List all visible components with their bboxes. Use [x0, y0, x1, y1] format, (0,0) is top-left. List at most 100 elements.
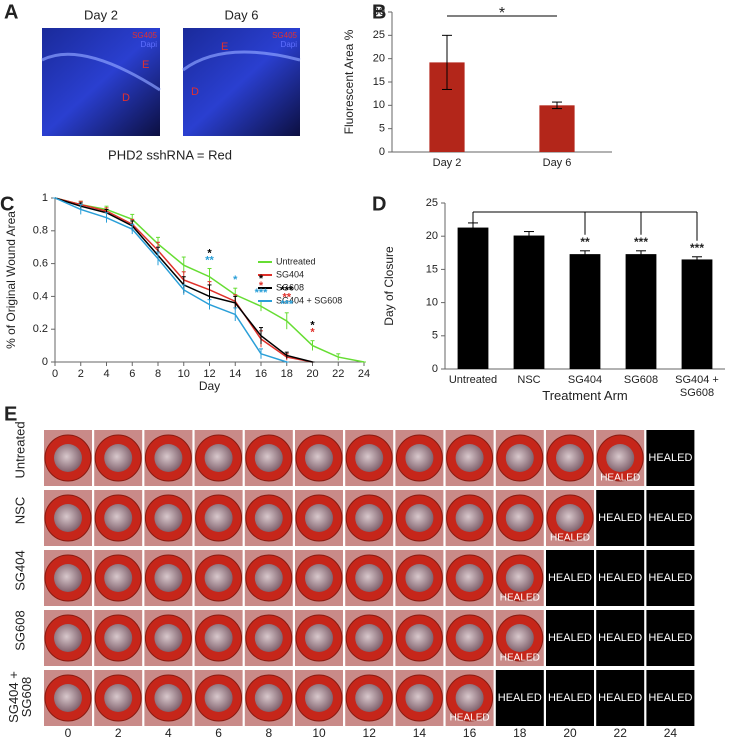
healed-cell: [546, 550, 594, 606]
x-tick-label: 14: [229, 368, 241, 380]
row-label: NSC: [12, 496, 28, 525]
x-tick-label: SG404 + SG608: [675, 374, 719, 399]
x-tick-label: SG404: [567, 374, 603, 386]
x-tick-label: Day 2: [432, 157, 462, 169]
y-tick-label: 0: [42, 356, 48, 368]
x-tick-label: 24: [358, 368, 370, 380]
x-tick-label: NSC: [517, 374, 541, 386]
wound: [154, 504, 183, 532]
wound: [54, 504, 82, 532]
significance: **: [282, 292, 291, 304]
healed-label: HEALED: [598, 692, 642, 704]
y-tick-label: 5: [432, 330, 438, 342]
y-tick-label: 0.6: [33, 258, 48, 270]
significance: *: [259, 280, 264, 292]
healed-overlay: HEALED: [600, 473, 640, 484]
healed-label: HEALED: [648, 512, 692, 524]
healed-cell: [596, 670, 645, 726]
healed-label: HEALED: [598, 632, 642, 644]
wound: [505, 504, 534, 532]
day-label: 0: [65, 726, 72, 740]
significance: ***: [280, 285, 294, 297]
wound: [54, 564, 82, 592]
bracket-label: *: [499, 5, 505, 22]
wound: [305, 504, 333, 532]
wound: [505, 564, 534, 592]
significance: **: [580, 235, 590, 249]
bar: [457, 227, 489, 369]
day-label: 6: [215, 726, 222, 740]
day-label: 12: [363, 726, 377, 740]
significance: **: [205, 254, 214, 266]
day-label: 18: [513, 726, 527, 740]
x-tick-label: 6: [129, 368, 135, 380]
healed-cell: [646, 550, 695, 606]
bar: [625, 254, 657, 369]
day-label: 4: [165, 726, 172, 740]
healed-cell: [596, 610, 645, 666]
panel-letter: E: [4, 403, 17, 425]
healed-label: HEALED: [648, 452, 692, 464]
healed-label: HEALED: [548, 632, 592, 644]
y-tick-label: 20: [373, 53, 385, 65]
wound: [104, 444, 133, 472]
healed-label: HEALED: [548, 692, 592, 704]
wound: [556, 444, 584, 472]
x-tick-label: Untreated: [448, 374, 498, 386]
significance: ***: [280, 299, 294, 311]
tissue-edge: [41, 52, 161, 92]
wound: [455, 504, 484, 532]
significance: *: [259, 273, 264, 285]
significance: *: [310, 327, 315, 339]
y-tick-label: 25: [426, 197, 438, 209]
significance: *: [233, 274, 238, 286]
bar: [681, 259, 713, 369]
wound: [254, 564, 283, 592]
row-label: SG404: [12, 550, 28, 591]
significance: *: [207, 247, 212, 259]
micrograph-legend: Dapi: [141, 40, 158, 49]
healed-label: HEALED: [648, 572, 692, 584]
legend-label: SG404 + SG608: [276, 295, 342, 305]
y-tick-label: 0: [432, 363, 438, 375]
x-axis-label: Treatment Arm: [542, 388, 628, 403]
healed-label: HEALED: [648, 632, 692, 644]
significance: ***: [690, 241, 704, 255]
wound: [455, 684, 484, 712]
wound: [405, 564, 434, 592]
healed-cell: [646, 670, 695, 726]
wound: [305, 684, 333, 712]
day-label: 8: [265, 726, 272, 740]
wound: [54, 624, 82, 652]
x-tick-label: 8: [155, 368, 161, 380]
panel-letter: D: [372, 193, 386, 215]
region-label: D: [122, 92, 130, 104]
y-tick-label: 0.8: [33, 225, 48, 237]
healed-label: HEALED: [598, 512, 642, 524]
significance: *: [310, 320, 315, 332]
y-tick-label: 15: [373, 76, 385, 88]
micrograph-legend: SG405: [132, 31, 157, 40]
wound: [405, 684, 434, 712]
wound: [305, 564, 333, 592]
wound: [154, 624, 183, 652]
healed-cell: [546, 610, 594, 666]
x-tick-label: 16: [255, 368, 267, 380]
day-label: 2: [115, 726, 122, 740]
wound: [254, 624, 283, 652]
region-label: E: [221, 41, 228, 53]
wound: [606, 444, 635, 472]
x-tick-label: 10: [178, 368, 190, 380]
y-tick-label: 0: [379, 146, 385, 158]
row-label: Untreated: [12, 421, 28, 479]
healed-label: HEALED: [498, 692, 542, 704]
tissue-edge: [182, 50, 301, 72]
x-tick-label: 0: [52, 368, 58, 380]
wound: [104, 504, 133, 532]
wound: [54, 684, 82, 712]
wound: [54, 444, 82, 472]
y-tick-label: 5: [379, 123, 385, 135]
healed-overlay: HEALED: [500, 593, 540, 604]
series-line: [54, 197, 287, 363]
